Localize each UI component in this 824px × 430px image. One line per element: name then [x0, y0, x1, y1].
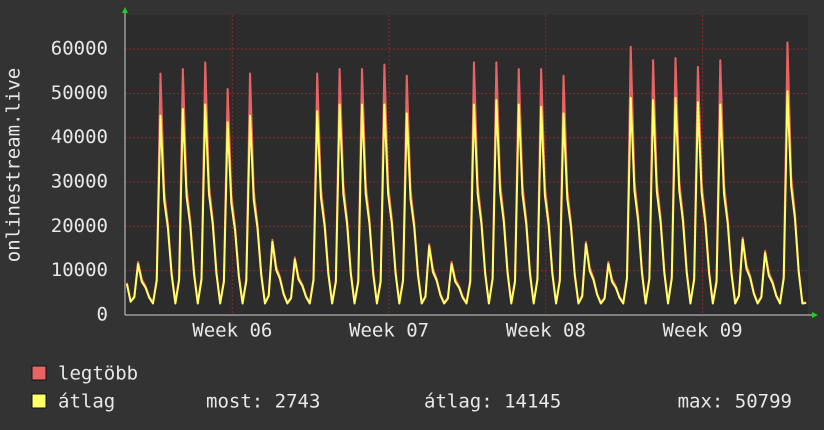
y-tick-label: 50000 [51, 82, 108, 104]
y-tick-label: 0 [97, 304, 108, 326]
legend-stat: átlag: 14145 [424, 391, 561, 413]
legend-swatch [31, 365, 47, 381]
series-line [125, 90, 807, 305]
y-axis-label: onlinestream.live [3, 68, 25, 262]
legend-label: legtöbb [58, 363, 138, 385]
y-tick-label: 60000 [51, 38, 108, 60]
x-tick-label: Week 07 [349, 320, 429, 342]
legend-stat: max: 50799 [678, 391, 792, 413]
x-tick-label: Week 08 [506, 320, 586, 342]
legend-swatch [31, 393, 47, 409]
x-axis-arrow [812, 312, 818, 318]
legend-label: átlag [58, 391, 115, 413]
y-tick-label: 40000 [51, 126, 108, 148]
y-tick-label: 20000 [51, 215, 108, 237]
y-axis-arrow [122, 7, 128, 13]
x-tick-label: Week 06 [192, 320, 272, 342]
legend-stat: most: 2743 [206, 391, 320, 413]
y-tick-label: 10000 [51, 259, 108, 281]
y-tick-label: 30000 [51, 171, 108, 193]
x-tick-label: Week 09 [663, 320, 743, 342]
marks [125, 15, 808, 316]
